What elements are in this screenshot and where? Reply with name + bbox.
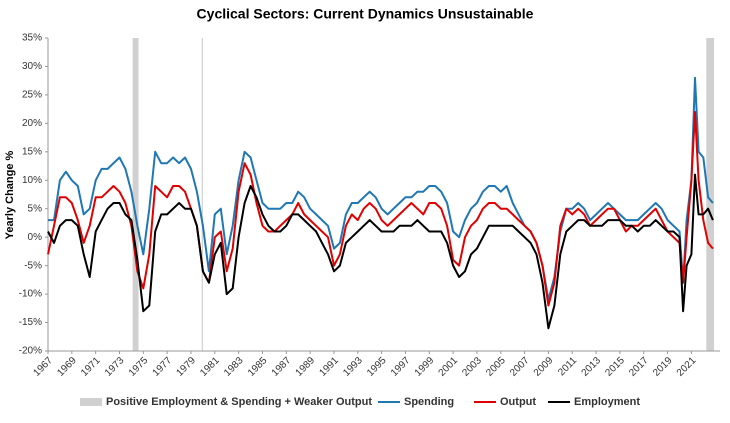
x-tick-label: 2011 xyxy=(556,355,579,378)
y-tick-label: -20% xyxy=(19,346,42,357)
legend-label: Positive Employment & Spending + Weaker … xyxy=(106,396,372,408)
shaded-band xyxy=(132,38,139,351)
y-tick-label: 20% xyxy=(22,118,42,129)
x-tick-label: 1973 xyxy=(103,355,127,379)
legend-label: Spending xyxy=(404,396,454,408)
line-series xyxy=(47,173,714,330)
y-tick-label: -15% xyxy=(19,317,42,328)
legend-label: Employment xyxy=(574,396,640,408)
y-tick-label: 15% xyxy=(22,146,42,157)
y-tick-label: 30% xyxy=(22,61,42,72)
x-tick-label: 2001 xyxy=(437,355,461,379)
x-tick-label: 1985 xyxy=(246,355,270,379)
x-tick-label: 1981 xyxy=(198,355,222,379)
x-tick-label: 1967 xyxy=(31,355,55,379)
x-tick-label: 2019 xyxy=(651,355,675,379)
x-tick-label: 2021 xyxy=(675,355,699,379)
shaded-band xyxy=(706,38,715,351)
y-tick-label: 10% xyxy=(22,175,42,186)
x-tick-label: 2005 xyxy=(484,355,508,379)
chart-title: Cyclical Sectors: Current Dynamics Unsus… xyxy=(197,6,534,22)
y-tick-label: -10% xyxy=(19,289,42,300)
y-tick-label: 0% xyxy=(28,232,43,243)
legend-label: Output xyxy=(500,396,536,408)
x-tick-label: 1987 xyxy=(270,355,294,379)
x-tick-label: 1979 xyxy=(174,355,198,379)
x-tick-label: 1999 xyxy=(413,355,437,379)
shaded-band xyxy=(201,38,203,351)
y-tick-label: 25% xyxy=(22,90,42,101)
x-tick-label: 1993 xyxy=(341,355,365,379)
x-tick-label: 1991 xyxy=(317,355,341,379)
x-tick-label: 1995 xyxy=(365,355,389,379)
y-axis-label: Yearly Change % xyxy=(4,150,16,239)
x-tick-label: 2017 xyxy=(627,355,651,379)
x-tick-label: 1971 xyxy=(79,355,103,379)
x-tick-label: 2009 xyxy=(532,355,556,379)
x-tick-label: 1997 xyxy=(389,355,413,379)
x-tick-label: 1989 xyxy=(294,355,318,379)
x-tick-label: 2015 xyxy=(603,355,627,379)
x-tick-label: 1983 xyxy=(222,355,246,379)
x-tick-label: 2003 xyxy=(460,355,484,379)
y-tick-label: 35% xyxy=(22,33,42,44)
legend-swatch xyxy=(80,398,102,406)
x-tick-label: 2013 xyxy=(580,355,604,379)
x-tick-label: 1969 xyxy=(55,355,79,379)
x-tick-label: 2007 xyxy=(508,355,532,379)
x-tick-label: 1977 xyxy=(151,355,175,379)
x-tick-label: 1975 xyxy=(127,355,151,379)
y-tick-label: 5% xyxy=(28,203,43,214)
y-tick-label: -5% xyxy=(24,260,42,271)
line-series xyxy=(47,111,714,307)
